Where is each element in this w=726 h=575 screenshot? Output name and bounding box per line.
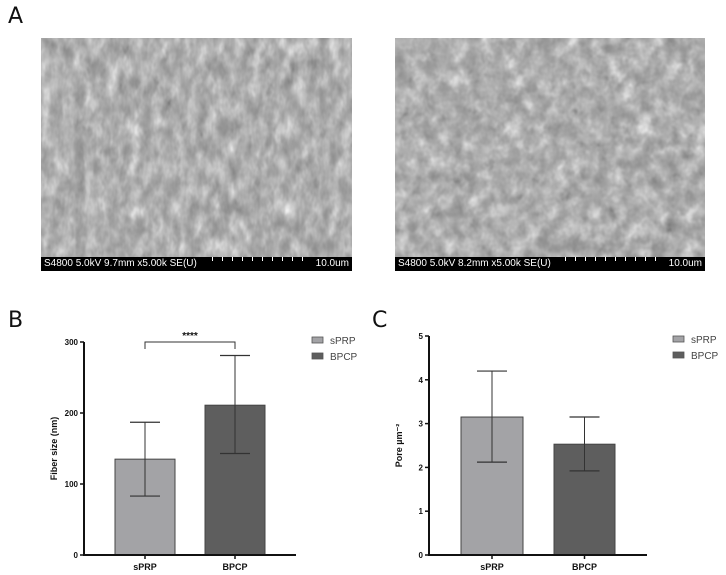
- chart-b-y-tick-label: 100: [65, 480, 79, 489]
- chart-c-x-tick-label: BPCP: [572, 562, 597, 572]
- chart-c-y-tick-label: 3: [419, 420, 424, 429]
- chart-b-y-tick-label: 300: [65, 338, 79, 347]
- chart-b-legend-label: BPCP: [330, 352, 358, 363]
- chart-b-legend-swatch-sprp: [311, 336, 324, 344]
- sem-metadata: S4800 5.0kV 9.7mm x5.00k SE(U): [44, 258, 197, 269]
- chart-c-y-tick-label: 4: [419, 376, 424, 385]
- chart-b-legend-label: sPRP: [330, 336, 356, 347]
- sem-image-sprp: S4800 5.0kV 9.7mm x5.00k SE(U) 10.0um: [41, 38, 352, 271]
- chart-c-legend-swatch-bpcp: [672, 351, 685, 359]
- chart-b-y-tick-label: 200: [65, 409, 79, 418]
- scale-ticks: [212, 257, 312, 261]
- chart-b-significance-bracket: [144, 341, 236, 349]
- sem-image-bpcp: S4800 5.0kV 8.2mm x5.00k SE(U) 10.0um: [395, 38, 705, 271]
- chart-c-y-tick-label: 1: [419, 507, 424, 516]
- chart-b-x-tick-label: BPCP: [222, 562, 247, 572]
- chart-c-y-tick-label: 2: [419, 463, 424, 472]
- scale-label: 10.0um: [668, 258, 702, 269]
- fiber-texture: [395, 38, 705, 257]
- scale-label: 10.0um: [315, 258, 349, 269]
- panel-a-letter: A: [8, 4, 24, 29]
- chart-c-legend-label: BPCP: [691, 351, 719, 362]
- chart-c-y-tick-label: 0: [419, 551, 424, 560]
- sem-metadata: S4800 5.0kV 8.2mm x5.00k SE(U): [398, 258, 551, 269]
- sem-info-bar: S4800 5.0kV 8.2mm x5.00k SE(U) 10.0um: [395, 257, 705, 271]
- chart-c-y-tick-label: 5: [419, 332, 424, 341]
- chart-c-x-tick-label: sPRP: [480, 562, 504, 572]
- chart-b-y-tick-label: 0: [74, 551, 79, 560]
- panel-c-letter: C: [372, 308, 388, 333]
- chart-c-legend-label: sPRP: [691, 335, 717, 346]
- chart-b-legend-swatch-bpcp: [311, 352, 324, 360]
- scale-ticks: [565, 257, 665, 261]
- chart-b-y-axis-label: Fiber size (nm): [49, 417, 59, 481]
- panel-b-letter: B: [8, 308, 24, 333]
- sem-info-bar: S4800 5.0kV 9.7mm x5.00k SE(U) 10.0um: [41, 257, 352, 271]
- fiber-texture: [41, 38, 352, 257]
- chart-b-x-tick-label: sPRP: [133, 562, 157, 572]
- chart-b-significance-label: ****: [182, 331, 198, 342]
- chart-c-y-axis-label: Pore µm⁻²: [394, 424, 404, 467]
- chart-c-legend-swatch-sprp: [672, 335, 685, 343]
